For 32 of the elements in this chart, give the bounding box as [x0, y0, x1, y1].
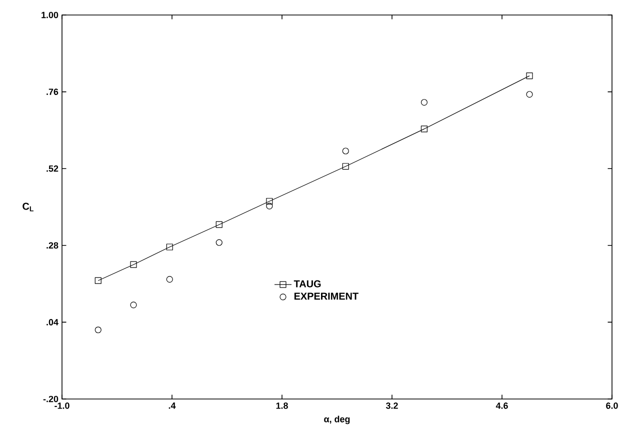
point [94, 277, 102, 284]
point [266, 198, 273, 205]
point [216, 221, 222, 228]
point [166, 276, 173, 283]
x-tick-label: .4 [168, 402, 176, 409]
y-tick-label: .76 [46, 88, 58, 95]
x-tick-label: 3.2 [386, 402, 398, 409]
x-tick-label: -1.0 [54, 402, 70, 409]
point [342, 163, 349, 170]
point [94, 326, 102, 334]
point [420, 126, 428, 132]
x-tick-label: 4.6 [496, 402, 508, 409]
legend-label: TAUG [294, 280, 321, 288]
y-tick-label: -.20 [43, 396, 58, 402]
point [130, 261, 137, 268]
y-tick-label: 1.00 [42, 12, 58, 18]
point [216, 239, 222, 246]
point [526, 72, 533, 80]
point [342, 148, 349, 154]
point [130, 302, 137, 308]
x-tick-label: 6.0 [606, 402, 618, 409]
y-tick-label: .52 [46, 165, 58, 172]
x-axis-title: α, deg [324, 416, 350, 424]
point [266, 202, 273, 210]
y-axis-title: C$_{L}$ [22, 202, 34, 212]
legend-label: EXPERIMENT [294, 292, 358, 300]
point [420, 99, 428, 106]
y-tick-label: .28 [46, 242, 58, 249]
point [526, 91, 533, 98]
x-tick-label: 1.8 [276, 402, 288, 409]
point [166, 244, 173, 250]
y-tick-label: .04 [46, 319, 58, 326]
